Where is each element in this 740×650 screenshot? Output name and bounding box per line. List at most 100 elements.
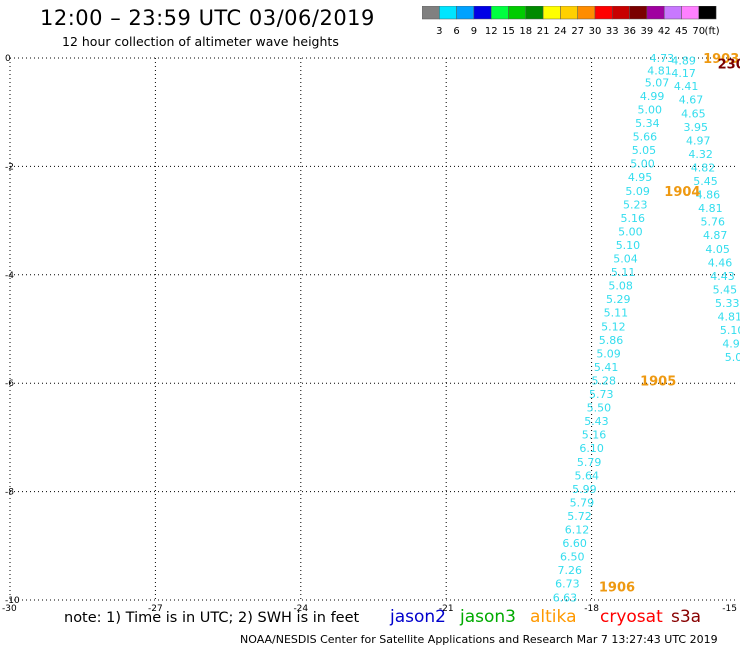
- legend-s3a: s3a: [671, 607, 702, 627]
- wave-height-point: 5.41: [594, 361, 619, 374]
- wave-height-point: 4.95: [628, 171, 653, 184]
- colorbar-label: 70: [692, 26, 705, 37]
- wave-height-point: 5.11: [604, 307, 629, 320]
- wave-height-point: 5.09: [625, 185, 650, 198]
- wave-height-point: 5.00: [618, 225, 643, 238]
- colorbar-label: (ft): [705, 26, 720, 37]
- chart-subtitle: 12 hour collection of altimeter wave hei…: [62, 34, 339, 49]
- y-tick-label: -6: [5, 379, 14, 389]
- wave-height-point: 5.16: [621, 212, 646, 225]
- y-tick-label: -4: [5, 271, 14, 281]
- colorbar-label: 12: [485, 26, 498, 37]
- colorbar-label: 15: [502, 26, 515, 37]
- wave-height-point: 5.50: [587, 402, 612, 415]
- wave-height-point: 4.90: [722, 338, 740, 351]
- wave-height-point: 5.29: [606, 293, 631, 306]
- wave-height-point: 5.05: [632, 144, 657, 157]
- wave-height-point: 5.76: [701, 216, 726, 229]
- wave-height-point: 4.86: [696, 189, 721, 202]
- wave-height-point: 5.11: [611, 266, 636, 279]
- wave-height-point: 5.79: [570, 496, 595, 509]
- wave-height-point: 6.50: [560, 551, 585, 564]
- wave-height-point: 5.16: [582, 429, 607, 442]
- colorbar-label: 24: [554, 26, 567, 37]
- wave-height-point: 5.10: [616, 239, 641, 252]
- wave-height-point: 5.01: [725, 351, 740, 364]
- wave-height-point: 5.34: [635, 117, 660, 130]
- wave-height-point: 6.63: [553, 591, 578, 604]
- wave-height-point: 4.17: [671, 67, 696, 80]
- wave-height-point: 5.10: [720, 324, 740, 337]
- wave-height-point: 4.87: [703, 229, 728, 242]
- legend-jason3: jason3: [460, 607, 516, 627]
- colorbar-label: 45: [675, 26, 688, 37]
- wave-height-point: 6.73: [555, 578, 580, 591]
- colorbar-label: 36: [623, 26, 636, 37]
- wave-height-point: 5.45: [713, 283, 738, 296]
- wave-height-point: 5.12: [601, 320, 626, 333]
- wave-height-point: 7.26: [558, 564, 583, 577]
- wave-height-point: 5.99: [572, 483, 597, 496]
- time-label: 1903: [703, 52, 739, 67]
- wave-height-point: 5.28: [591, 374, 616, 387]
- wave-height-point: 4.89: [671, 55, 696, 68]
- wave-height-point: 4.32: [688, 148, 713, 161]
- colorbar-label: 27: [571, 26, 584, 37]
- time-label: 1904: [664, 185, 700, 200]
- x-tick-label: -15: [722, 604, 737, 614]
- y-tick-label: -10: [5, 596, 20, 606]
- wave-height-point: 5.43: [584, 415, 609, 428]
- wave-height-point: 5.66: [633, 131, 658, 144]
- wave-height-point: 4.99: [640, 90, 665, 103]
- colorbar-label: 9: [471, 26, 477, 37]
- time-label: 230: [718, 57, 740, 72]
- colorbar-label: 6: [453, 26, 459, 37]
- wave-height-point: 5.00: [638, 103, 663, 116]
- wave-height-point: 4.81: [717, 311, 740, 324]
- colorbar-label: 21: [537, 26, 550, 37]
- wave-height-point: 5.09: [596, 347, 621, 360]
- y-tick-label: 0: [5, 54, 11, 64]
- color-scale: 3 6 9 12 15 18 21 24 27 30 33 36 39 42 45 70 (ft): [422, 6, 720, 37]
- x-tick-label: -30: [2, 604, 17, 614]
- y-tick-label: -8: [5, 488, 14, 498]
- chart-note: note: 1) Time is in UTC; 2) SWH is in fe…: [64, 610, 360, 626]
- wave-height-point: 5.08: [608, 280, 633, 293]
- legend-cryosat: cryosat: [600, 607, 663, 627]
- wave-height-point: 6.10: [579, 442, 604, 455]
- wave-height-point: 5.23: [623, 198, 648, 211]
- wave-height-point: 5.72: [567, 510, 592, 523]
- legend-jason2: jason2: [390, 607, 446, 627]
- wave-height-point: 4.05: [705, 243, 730, 256]
- x-tick-label: -18: [584, 604, 599, 614]
- wave-height-point: 4.97: [686, 134, 711, 147]
- wave-height-point: 6.60: [562, 537, 587, 550]
- x-tick-label: -27: [148, 604, 163, 614]
- wave-height-point: 4.67: [679, 94, 704, 107]
- colorbar-label: 39: [641, 26, 654, 37]
- wave-height-point: 4.46: [708, 256, 733, 269]
- wave-height-point: 4.82: [691, 161, 716, 174]
- wave-height-point: 5.04: [613, 253, 638, 266]
- wave-height-point: 4.81: [647, 64, 672, 77]
- wave-height-point: 3.95: [684, 121, 709, 134]
- wave-height-point: 4.73: [650, 52, 675, 65]
- wave-height-point: 5.45: [693, 175, 718, 188]
- wave-height-point: 4.43: [710, 270, 735, 283]
- wave-height-point: 4.41: [674, 80, 699, 93]
- wave-height-point: 5.00: [630, 158, 655, 171]
- colorbar-label: 30: [589, 26, 602, 37]
- time-label: 1905: [640, 374, 676, 389]
- colorbar-label: 33: [606, 26, 619, 37]
- time-label: 1906: [599, 580, 635, 595]
- wave-height-point: 5.64: [575, 469, 600, 482]
- wave-height-point: 5.07: [645, 76, 670, 89]
- x-tick-label: -21: [439, 604, 454, 614]
- colorbar-label: 42: [658, 26, 671, 37]
- wave-height-point: 5.73: [589, 388, 614, 401]
- wave-height-point: 4.81: [698, 202, 723, 215]
- wave-height-point: 5.79: [577, 456, 602, 469]
- y-tick-label: -2: [5, 162, 14, 172]
- chart-title: 12:00 – 23:59 UTC 03/06/2019: [40, 6, 375, 30]
